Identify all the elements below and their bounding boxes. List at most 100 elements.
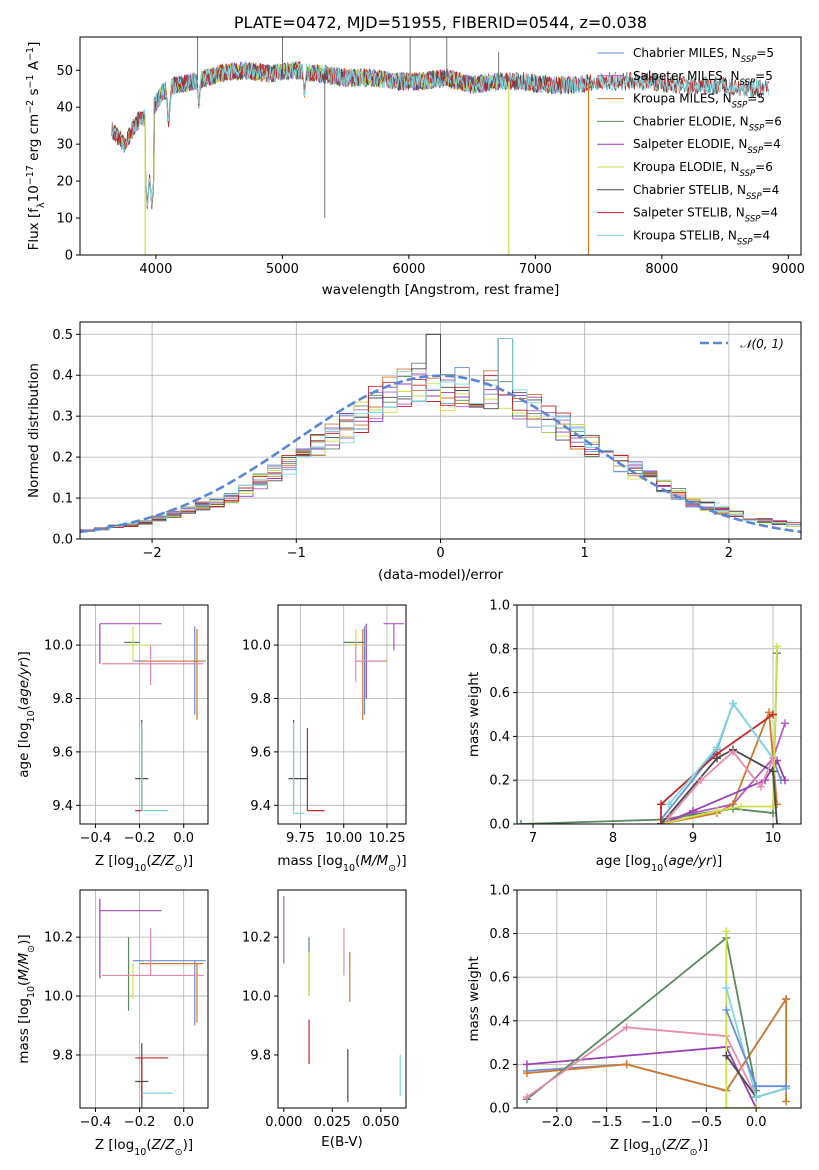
x-tick-label: 0.0 (746, 1115, 767, 1130)
x-tick-label: 0.050 (362, 1115, 399, 1130)
normal-reference-curve (80, 374, 801, 534)
x-tick-label: −0.2 (124, 831, 156, 846)
x-tick-label: 9 (689, 831, 697, 846)
data-marker (752, 1104, 761, 1108)
data-marker (773, 642, 781, 651)
weight-series (722, 1005, 791, 1091)
axes-frame (79, 889, 209, 1109)
axes-frame (277, 889, 407, 1109)
axes-frame (516, 604, 802, 825)
spectrum-panel: 4000 5000 6000 7000 8000 9000 0 10 20 30 40 50 PLATE… (25, 13, 805, 298)
x-tick-label: −0.5 (691, 1115, 723, 1130)
data-marker (622, 1023, 631, 1032)
data-marker (522, 1060, 531, 1069)
data-marker (713, 743, 721, 752)
y-tick-label: 0 (65, 249, 73, 264)
y-tick-label: 0.1 (52, 492, 73, 507)
y-tick-label: 9.6 (52, 745, 73, 760)
y-tick-label: 0.2 (489, 774, 510, 789)
errorbar-point (355, 626, 382, 715)
x-axis-label: age [log10(age/yr)] (596, 853, 722, 874)
x-tick-label: 0 (436, 546, 444, 561)
x-tick-label: 0.025 (314, 1115, 351, 1130)
y-tick-label: 10.2 (44, 931, 73, 946)
y-tick-label: 9.8 (250, 692, 271, 707)
errorbar-point (128, 626, 149, 662)
x-tick-label: −0.2 (124, 1115, 156, 1130)
x-tick-label: 4000 (139, 262, 172, 277)
errorbar-point (139, 629, 204, 720)
chart-title: PLATE=0472, MJD=51955, FIBERID=0544, z=0… (234, 13, 647, 32)
x-tick-label: 9.75 (286, 831, 315, 846)
data-marker (752, 1093, 761, 1102)
weight-series (665, 747, 777, 822)
data-marker (773, 820, 781, 824)
x-tick-label: 5000 (266, 262, 299, 277)
y-tick-label: 0.3 (52, 410, 73, 425)
errorbar-point (135, 722, 143, 812)
x-tick-label: 8 (609, 831, 617, 846)
y-tick-label: 10 (56, 212, 73, 227)
legend-entry: Chabrier ELODIE, NSSP=6 (633, 114, 782, 133)
legend-entry: Chabrier STELIB, NSSP=4 (633, 183, 779, 202)
axes-frame (516, 889, 802, 1109)
x-tick-label: 7000 (519, 262, 552, 277)
y-tick-label: 9.4 (52, 799, 73, 814)
data-marker (657, 820, 665, 824)
errorbar-point (102, 928, 204, 977)
y-tick-label: 40 (56, 101, 73, 116)
legend-entry: Chabrier MILES, NSSP=5 (633, 46, 774, 65)
x-tick-label: 6000 (392, 262, 425, 277)
x-axis-label: E(B-V) (321, 1134, 363, 1150)
data-marker (522, 1093, 531, 1102)
y-tick-label: 0.6 (489, 971, 510, 986)
y-tick-label: 1.0 (489, 884, 510, 899)
errorbar-point (132, 626, 206, 715)
z-mass-panel: −0.4 −0.2 0.0 9.8 10.0 10.2 Z [log10(Z/Z⊙)] mas… (16, 889, 209, 1158)
x-axis-label: wavelength [Angstrom, rest frame] (322, 282, 560, 298)
x-tick-label: 1 (581, 546, 589, 561)
histogram-series (80, 383, 801, 531)
data-marker (689, 806, 697, 815)
y-tick-label: 0.8 (489, 927, 510, 942)
errorbar-point (135, 1057, 169, 1100)
weight-series (517, 649, 781, 824)
errorbar-point (141, 722, 169, 812)
x-tick-label: 9000 (772, 262, 805, 277)
y-tick-label: 1.0 (489, 599, 510, 614)
data-marker (697, 776, 705, 785)
errorbar-point (383, 623, 405, 651)
legend-entry: Kroupa MILES, NSSP=5 (633, 92, 765, 111)
x-tick-label: −2 (143, 546, 162, 561)
x-tick-label: 2 (725, 546, 733, 561)
x-axis-label: Z [log10(Z/Z⊙)] (95, 1137, 193, 1158)
x-tick-label: −2.0 (541, 1115, 573, 1130)
y-tick-label: 50 (56, 64, 73, 79)
x-tick-label: −0.4 (80, 1115, 112, 1130)
errorbar-point (102, 645, 204, 686)
data-marker (657, 800, 665, 809)
data-marker (622, 1060, 631, 1069)
data-marker (781, 776, 789, 785)
errorbar-point (348, 629, 365, 659)
data-marker (722, 1005, 731, 1014)
data-marker (729, 747, 737, 756)
y-tick-label: 9.8 (52, 1048, 73, 1063)
data-marker (757, 782, 765, 791)
data-marker (752, 1082, 761, 1091)
x-tick-label: 10.25 (368, 831, 405, 846)
x-axis-label: (data-model)/error (378, 567, 504, 583)
ebv-mass-panel: 0.000 0.025 0.050 9.8 10.0 10.2 E(B-V) (242, 889, 407, 1150)
data-marker (722, 1051, 731, 1060)
data-marker (713, 806, 721, 815)
y-axis-label: mass [log10(M/M⊙)] (16, 934, 37, 1063)
legend-entry: Salpeter STELIB, NSSP=4 (633, 206, 778, 225)
data-marker (517, 820, 525, 824)
weight-series (522, 933, 761, 1104)
x-axis-label: mass [log10(M/M⊙)] (277, 853, 406, 874)
x-tick-label: 0.0 (173, 831, 194, 846)
errorbar-point (306, 727, 325, 812)
y-axis-label: Normed distribution (26, 363, 42, 498)
data-marker (729, 699, 737, 708)
